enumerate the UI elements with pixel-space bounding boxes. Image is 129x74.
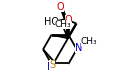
Text: CH₃: CH₃ bbox=[55, 20, 71, 29]
Text: N: N bbox=[47, 62, 54, 72]
Text: CH₃: CH₃ bbox=[81, 37, 98, 46]
Text: O: O bbox=[57, 2, 64, 12]
Text: O: O bbox=[64, 15, 72, 25]
Text: N: N bbox=[75, 43, 83, 53]
Text: S: S bbox=[49, 60, 55, 70]
Text: HO: HO bbox=[44, 17, 59, 27]
